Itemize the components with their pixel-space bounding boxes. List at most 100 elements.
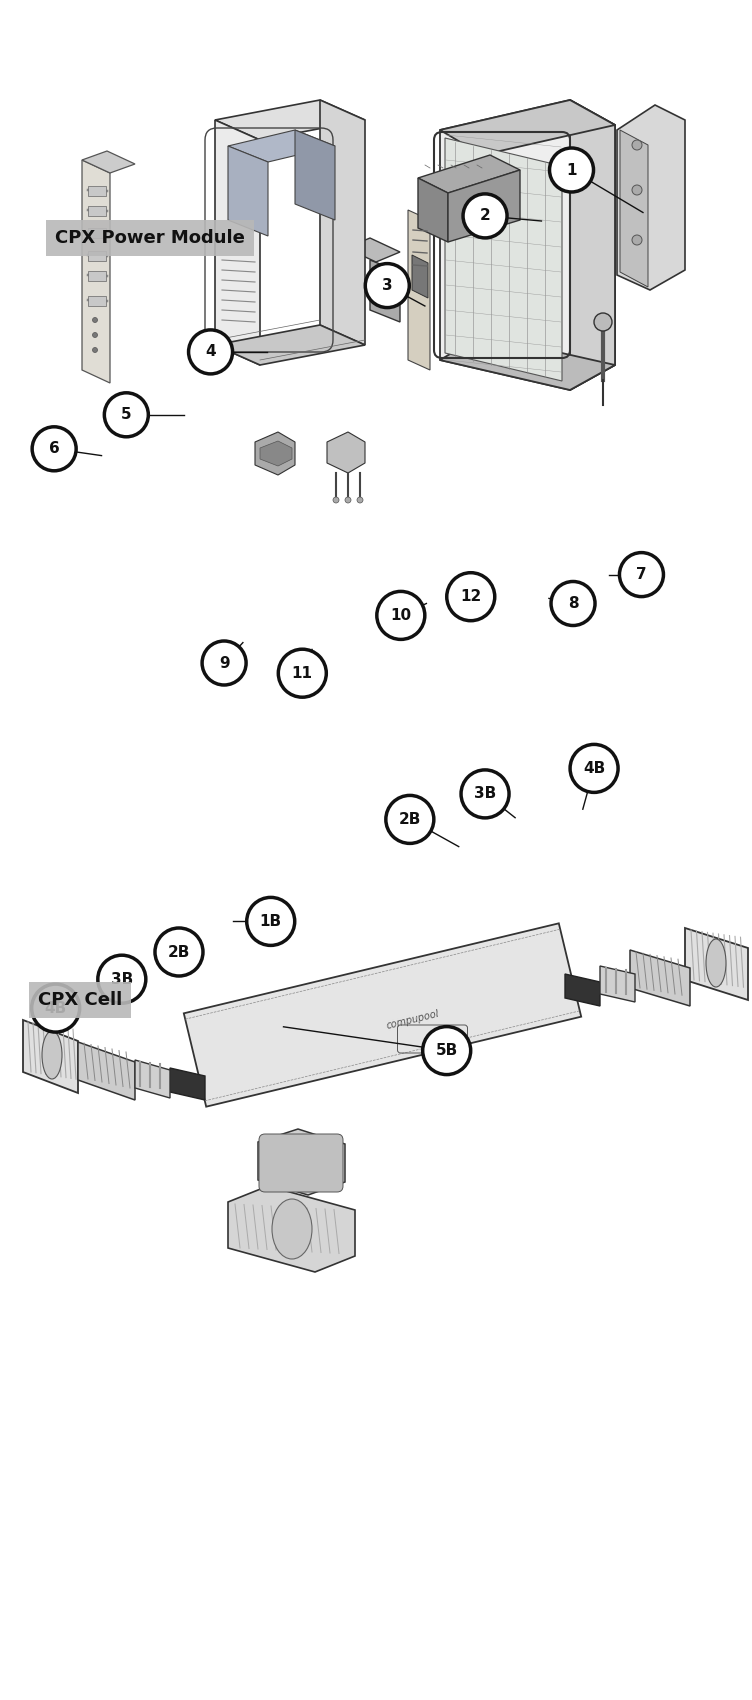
- Circle shape: [423, 1027, 471, 1074]
- Polygon shape: [565, 974, 600, 1006]
- Text: 2: 2: [480, 209, 490, 223]
- Circle shape: [189, 330, 232, 374]
- Text: compupool: compupool: [385, 1008, 440, 1032]
- Polygon shape: [418, 178, 448, 241]
- FancyBboxPatch shape: [88, 206, 106, 216]
- Polygon shape: [215, 325, 365, 366]
- FancyBboxPatch shape: [88, 185, 106, 196]
- Polygon shape: [78, 1042, 135, 1100]
- Polygon shape: [440, 100, 615, 389]
- Text: 8: 8: [568, 597, 578, 610]
- Text: 11: 11: [292, 666, 313, 680]
- Text: 6: 6: [49, 442, 59, 456]
- Text: 4B: 4B: [44, 1001, 67, 1015]
- Circle shape: [461, 770, 509, 818]
- Circle shape: [570, 745, 618, 792]
- Circle shape: [632, 139, 642, 150]
- Polygon shape: [448, 170, 520, 241]
- Polygon shape: [620, 129, 648, 287]
- Text: 2B: 2B: [168, 945, 190, 959]
- FancyBboxPatch shape: [88, 270, 106, 280]
- Circle shape: [345, 496, 351, 503]
- Polygon shape: [228, 129, 335, 162]
- Circle shape: [92, 318, 98, 323]
- Ellipse shape: [272, 1198, 312, 1260]
- Polygon shape: [412, 255, 428, 298]
- Circle shape: [594, 313, 612, 332]
- Circle shape: [447, 573, 495, 620]
- FancyBboxPatch shape: [88, 228, 106, 238]
- Text: 1B: 1B: [259, 915, 282, 928]
- Text: CPX Cell: CPX Cell: [38, 991, 123, 1010]
- Circle shape: [632, 235, 642, 245]
- Ellipse shape: [42, 1030, 62, 1080]
- Text: 7: 7: [636, 568, 647, 581]
- Text: 2B: 2B: [399, 813, 421, 826]
- Circle shape: [365, 264, 409, 308]
- Text: 3: 3: [382, 279, 393, 292]
- Circle shape: [155, 928, 203, 976]
- Polygon shape: [82, 160, 110, 382]
- Polygon shape: [23, 1020, 78, 1093]
- FancyBboxPatch shape: [259, 1134, 343, 1192]
- Circle shape: [357, 496, 363, 503]
- Circle shape: [377, 592, 425, 639]
- FancyBboxPatch shape: [88, 252, 106, 262]
- Polygon shape: [685, 928, 748, 1000]
- Polygon shape: [255, 432, 295, 474]
- Polygon shape: [295, 129, 335, 219]
- FancyBboxPatch shape: [88, 296, 106, 306]
- Circle shape: [105, 393, 148, 437]
- Circle shape: [92, 333, 98, 338]
- Polygon shape: [258, 1129, 345, 1195]
- Polygon shape: [346, 238, 400, 262]
- Polygon shape: [408, 211, 430, 371]
- Circle shape: [32, 427, 76, 471]
- Text: 4: 4: [205, 345, 216, 359]
- Polygon shape: [630, 950, 690, 1006]
- Polygon shape: [327, 432, 365, 473]
- Polygon shape: [82, 151, 135, 173]
- Circle shape: [368, 279, 392, 303]
- Polygon shape: [570, 100, 615, 389]
- Circle shape: [278, 649, 326, 697]
- Text: 3B: 3B: [111, 972, 133, 986]
- Circle shape: [247, 898, 295, 945]
- Polygon shape: [445, 138, 562, 381]
- Polygon shape: [370, 260, 400, 321]
- Circle shape: [374, 284, 386, 296]
- Polygon shape: [228, 146, 268, 236]
- Polygon shape: [215, 121, 260, 366]
- Circle shape: [463, 194, 507, 238]
- Polygon shape: [617, 105, 685, 291]
- Circle shape: [632, 185, 642, 196]
- Circle shape: [550, 148, 593, 192]
- Text: 4B: 4B: [583, 762, 605, 775]
- Polygon shape: [215, 100, 365, 139]
- Polygon shape: [600, 966, 635, 1001]
- Circle shape: [333, 496, 339, 503]
- Text: 12: 12: [460, 590, 481, 604]
- Circle shape: [202, 641, 246, 685]
- Text: 10: 10: [390, 609, 411, 622]
- Text: 5: 5: [121, 408, 132, 422]
- Text: 5B: 5B: [435, 1044, 458, 1057]
- Polygon shape: [228, 1187, 355, 1272]
- Ellipse shape: [706, 938, 726, 988]
- Polygon shape: [135, 1061, 170, 1098]
- Polygon shape: [183, 923, 581, 1107]
- Polygon shape: [170, 1068, 205, 1100]
- Text: 9: 9: [219, 656, 229, 670]
- Circle shape: [32, 984, 80, 1032]
- Circle shape: [92, 347, 98, 352]
- Polygon shape: [320, 100, 365, 345]
- Polygon shape: [260, 440, 292, 466]
- Circle shape: [386, 796, 434, 843]
- Text: CPX Power Module: CPX Power Module: [55, 230, 245, 246]
- Text: 3B: 3B: [474, 787, 496, 801]
- Text: 1: 1: [566, 163, 577, 177]
- Circle shape: [620, 552, 663, 597]
- Polygon shape: [440, 100, 615, 155]
- Polygon shape: [418, 155, 520, 194]
- Polygon shape: [440, 335, 615, 389]
